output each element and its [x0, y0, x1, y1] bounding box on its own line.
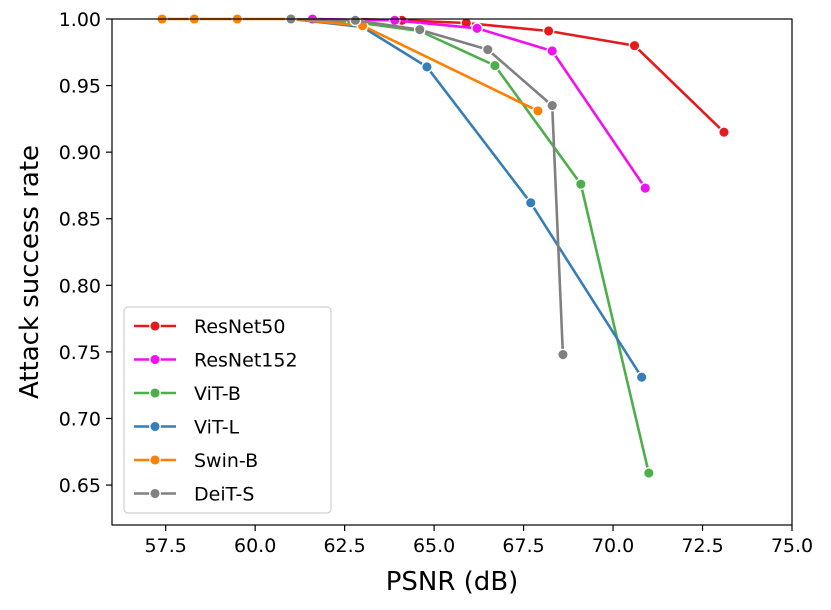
- x-tick-label: 70.0: [592, 535, 634, 557]
- x-tick-label: 60.0: [234, 535, 276, 557]
- series-line-deit-s: [290, 17, 565, 355]
- legend-label: ResNet152: [194, 350, 298, 372]
- series-layer: [156, 13, 730, 479]
- legend-swatch-marker: [149, 454, 161, 466]
- series-line-swin-b: [162, 17, 539, 113]
- legend-entry-swin-b: Swin-B: [134, 450, 258, 472]
- plot-area-frame: [111, 18, 793, 526]
- series-deit-s: [285, 13, 569, 361]
- series-swin-b: [156, 13, 544, 117]
- data-point-vit-b: [489, 59, 501, 72]
- legend-entry-resnet50: ResNet50: [134, 316, 285, 338]
- legend-swatch-marker: [149, 353, 161, 366]
- y-tick-label: 1.00: [59, 9, 101, 31]
- legend-swatch-marker: [149, 320, 161, 332]
- legend-entry-vit-b: ViT-B: [134, 383, 241, 405]
- legend-label: Swin-B: [194, 450, 258, 472]
- x-tick-label: 57.5: [145, 535, 187, 557]
- x-tick-label: 72.5: [681, 535, 723, 557]
- x-tick-label: 75.0: [771, 535, 813, 557]
- data-point-resnet152: [388, 14, 401, 27]
- data-point-vit-l: [635, 371, 648, 384]
- legend-swatch-marker: [149, 420, 161, 433]
- y-tick-label: 0.70: [59, 408, 101, 430]
- data-point-vit-b: [642, 467, 655, 479]
- legend-entry-vit-l: ViT-L: [134, 417, 240, 439]
- legend-entry-resnet152: ResNet152: [134, 350, 298, 372]
- y-tick-label: 0.90: [59, 142, 101, 164]
- ticks-layer: 57.5 60.0 62.5 65.0 67.5 70.0 72.5 75.0 0.65 0.70…: [59, 9, 813, 557]
- series-line-vit-b: [290, 17, 651, 474]
- series-line-vit-l: [290, 17, 643, 378]
- y-axis-label: Attack success rate: [15, 145, 45, 399]
- series-line-resnet152: [312, 17, 647, 189]
- data-point-vit-b: [574, 178, 587, 190]
- legend: ResNet50 ResNet152 ViT-B ViT-L Swin-B DeiT-S: [123, 306, 332, 514]
- y-tick-label: 0.75: [59, 342, 101, 364]
- data-point-vit-l: [524, 196, 537, 209]
- x-tick-label: 65.0: [413, 535, 455, 557]
- data-point-resnet50: [628, 39, 641, 52]
- y-tick-label: 0.80: [59, 275, 101, 297]
- y-tick-label: 0.95: [59, 76, 101, 98]
- legend-label: ViT-L: [194, 417, 240, 439]
- data-point-resnet50: [718, 126, 730, 139]
- data-point-swin-b: [532, 105, 544, 117]
- data-point-resnet152: [546, 45, 559, 57]
- legend-label: ViT-B: [194, 383, 241, 405]
- data-point-vit-l: [421, 61, 433, 73]
- legend-swatch-marker: [149, 487, 161, 500]
- data-point-deit-s: [413, 23, 426, 36]
- legend-label: DeiT-S: [194, 484, 254, 506]
- x-tick-label: 67.5: [502, 535, 544, 557]
- legend-swatch-marker: [149, 387, 161, 399]
- series-resnet50: [349, 13, 730, 139]
- y-tick-label: 0.65: [59, 475, 101, 497]
- data-point-deit-s: [546, 99, 559, 112]
- data-point-deit-s: [557, 348, 569, 361]
- legend-entry-deit-s: DeiT-S: [134, 484, 254, 506]
- data-point-resnet152: [471, 22, 483, 35]
- y-tick-label: 0.85: [59, 209, 101, 231]
- x-axis-label: PSNR (dB): [386, 567, 519, 597]
- data-point-deit-s: [481, 43, 494, 56]
- x-tick-label: 62.5: [323, 535, 365, 557]
- data-point-deit-s: [349, 14, 362, 27]
- legend-label: ResNet50: [194, 316, 285, 338]
- series-vit-l: [285, 13, 648, 384]
- data-point-resnet50: [542, 25, 555, 37]
- data-point-resnet152: [639, 182, 652, 194]
- series-vit-b: [285, 13, 655, 479]
